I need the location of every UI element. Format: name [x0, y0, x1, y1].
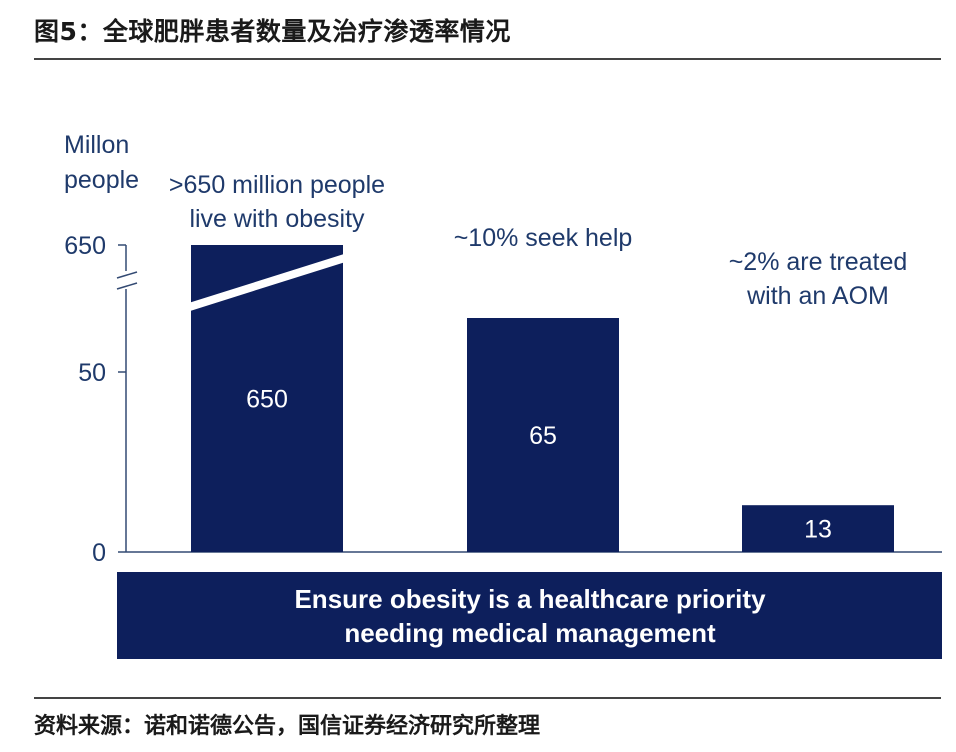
- bar-break-slash: [181, 252, 353, 313]
- conclusion-banner: Ensure obesity is a healthcare priority n…: [117, 572, 942, 659]
- bar-value-label: 650: [246, 386, 288, 414]
- y-axis-label-line: people: [64, 166, 139, 194]
- banner-text: Ensure obesity is a healthcare priority: [294, 584, 766, 614]
- y-tick-label: 0: [92, 539, 106, 567]
- y-axis-break-mark: [116, 282, 138, 290]
- y-tick-label: 50: [78, 359, 106, 387]
- bars-group: 650 65 13: [181, 245, 894, 552]
- bar-annotation: ~10% seek help: [454, 224, 633, 252]
- bar-annotation: ~2% are treated: [729, 248, 908, 276]
- title-rule: [34, 58, 941, 60]
- source-rule: [34, 697, 941, 699]
- bar-annotation: live with obesity: [189, 205, 365, 233]
- y-tick-label: 650: [64, 232, 106, 260]
- banner-background: [117, 572, 942, 659]
- bar-value-label: 13: [804, 516, 832, 544]
- bar: [742, 505, 894, 552]
- bar-value-label: 65: [529, 422, 557, 450]
- banner-text: needing medical management: [344, 618, 716, 648]
- y-axis-label: Millon people: [64, 131, 139, 194]
- annotations-group: >650 million people live with obesity ~10%…: [169, 171, 907, 310]
- bar-annotation: >650 million people: [169, 171, 385, 199]
- bar: [467, 318, 619, 552]
- source-note: 资料来源：诺和诺德公告，国信证券经济研究所整理: [34, 714, 541, 739]
- y-axis-break-mark: [116, 271, 138, 279]
- y-axis-label-line: Millon: [64, 131, 129, 159]
- figure-title: 图5：全球肥胖患者数量及治疗渗透率情况: [34, 17, 511, 46]
- bar-annotation: with an AOM: [746, 282, 889, 310]
